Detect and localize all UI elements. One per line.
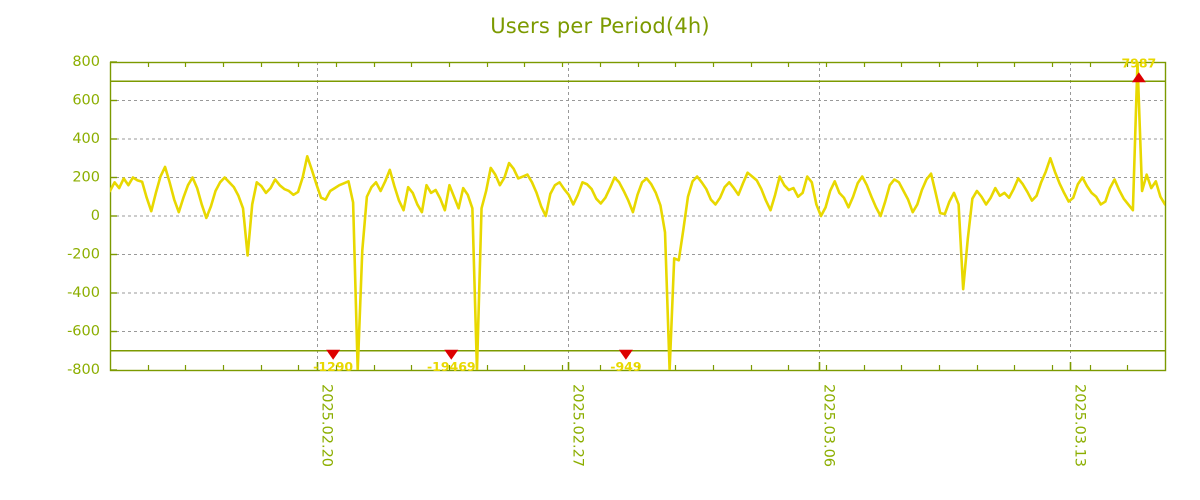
chart-title: Users per Period(4h) <box>490 14 710 38</box>
data-series-line <box>110 62 1165 370</box>
y-tick-label: -600 <box>67 324 100 340</box>
y-tick-label: -400 <box>67 285 100 301</box>
annotation-marker-down[interactable] <box>326 349 341 360</box>
annotation-value-label: -19469 <box>427 359 476 374</box>
y-tick-label: 600 <box>72 93 100 109</box>
y-tick-label: 400 <box>72 131 100 147</box>
annotation-value-label: 7987 <box>1121 55 1156 70</box>
annotation-marker-up[interactable] <box>1131 72 1146 83</box>
x-tick-label: 2025.02.20 <box>319 384 335 467</box>
y-tick-label: 800 <box>72 54 100 70</box>
x-tick-label: 2025.03.13 <box>1072 384 1088 467</box>
y-tick-label: 0 <box>91 208 100 224</box>
y-tick-label: -200 <box>67 247 100 263</box>
x-tick-label: 2025.02.27 <box>570 384 586 467</box>
annotation-marker-down[interactable] <box>618 349 633 360</box>
annotation-value-label: -1290 <box>313 359 353 374</box>
y-tick-label: -800 <box>67 362 100 378</box>
x-tick-label: 2025.03.06 <box>821 384 837 467</box>
annotation-marker-down[interactable] <box>444 349 459 360</box>
y-tick-label: 200 <box>72 170 100 186</box>
annotation-value-label: -949 <box>610 359 641 374</box>
